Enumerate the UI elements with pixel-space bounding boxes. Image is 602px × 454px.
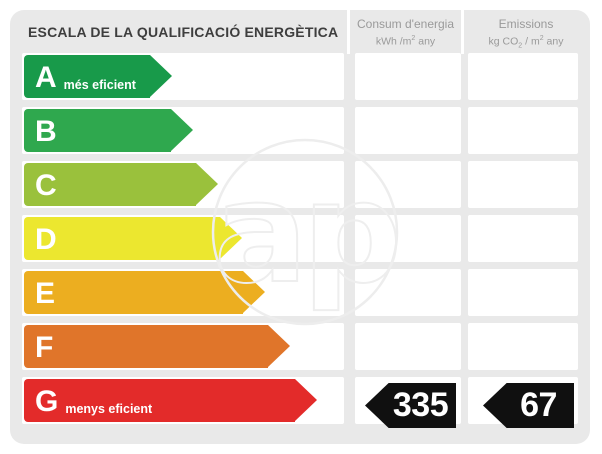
scale-row-f: F [22,323,578,370]
rating-letter: C [35,168,57,202]
consum-cell [355,323,461,370]
consum-cell [355,107,461,154]
rating-letter: B [35,114,57,148]
rating-letter: G [35,384,59,418]
column-header-consum: Consum d'energia kWh /m2 any [350,16,461,49]
rating-arrow-a: A més eficient [24,55,172,98]
emissions-title: Emissions [498,17,554,31]
emissions-cell [468,269,578,316]
consum-cell [355,215,461,262]
scale-row-c: C [22,161,578,208]
scale-row-e: E [22,269,578,316]
scale-row-g: G menys eficient 335 67 [22,377,578,428]
rating-arrow-g: G menys eficient [24,379,317,422]
emissions-cell [468,107,578,154]
rating-letter: E [35,276,56,310]
consum-cell [355,53,461,100]
rating-note: més eficient [63,77,136,92]
rating-note: menys eficient [65,401,153,416]
rating-arrow-f: F [24,325,290,368]
rating-arrow-c: C [24,163,218,206]
rating-arrow-d: D [24,217,242,260]
scale-rows: A més eficient B C D [22,53,578,431]
scale-row-b: B [22,107,578,154]
consum-value: 335 [392,386,449,424]
header-divider [461,10,464,54]
consum-title: Consum d'energia [356,17,454,31]
emissions-units: kg CO2 / m2 any [488,35,564,50]
scale-row-d: D [22,215,578,262]
emissions-cell [468,323,578,370]
rating-letter: A [35,60,57,94]
consum-cell [355,269,461,316]
column-header-emissions: Emissions kg CO2 / m2 any [464,16,588,54]
consum-units: kWh /m2 any [375,35,436,48]
rating-letter: F [35,330,54,364]
scale-row-a: A més eficient [22,53,578,100]
emissions-cell [468,53,578,100]
rating-letter: D [35,222,57,256]
emissions-cell [468,215,578,262]
consum-cell [355,161,461,208]
rating-arrow-e: E [24,271,265,314]
emissions-cell [468,161,578,208]
page-title: ESCALA DE LA QUALIFICACIÓ ENERGÈTICA [28,24,339,40]
emissions-value: 67 [520,386,557,424]
rating-arrow-b: B [24,109,193,152]
header-divider [347,10,350,54]
certificate-card: ESCALA DE LA QUALIFICACIÓ ENERGÈTICA Con… [10,10,590,444]
